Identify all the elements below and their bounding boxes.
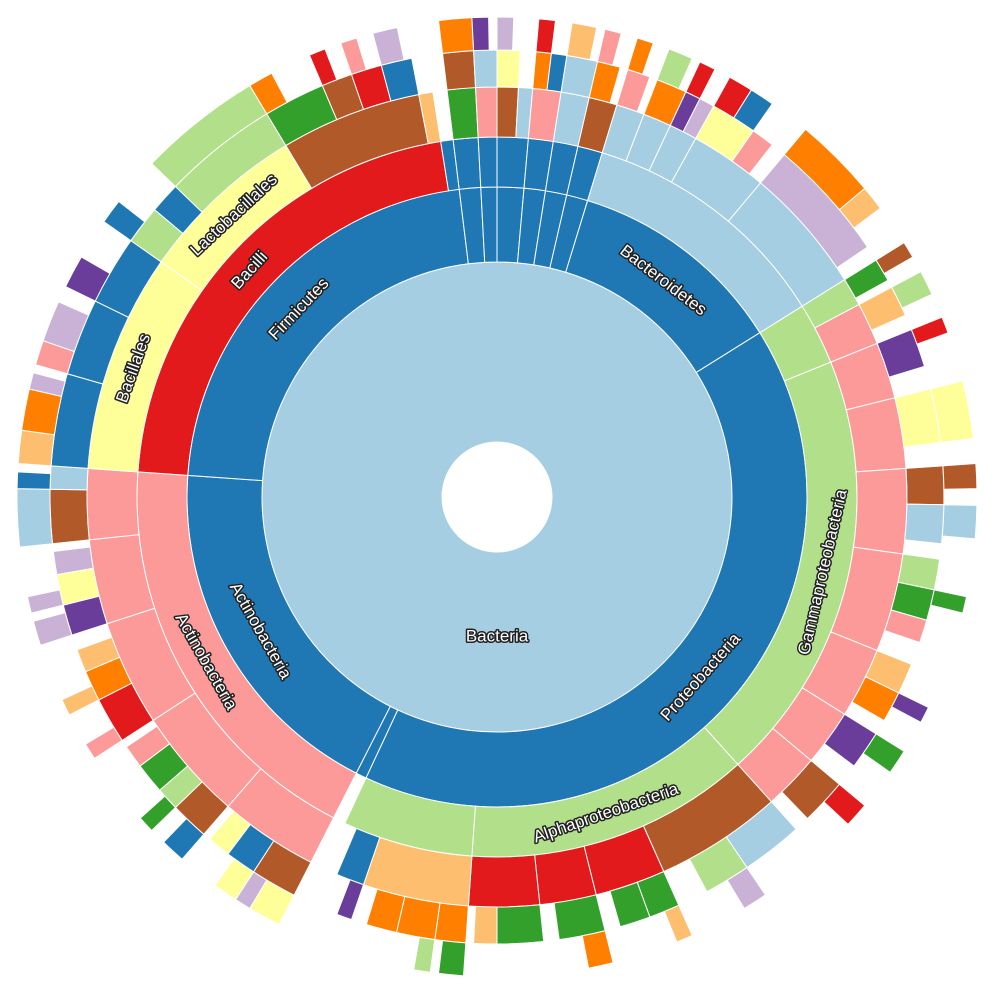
segment bbox=[496, 49, 521, 89]
segment bbox=[21, 388, 63, 436]
segment bbox=[340, 37, 367, 75]
segment bbox=[496, 86, 519, 139]
segment bbox=[904, 503, 945, 545]
segment bbox=[884, 609, 928, 644]
segment bbox=[656, 48, 693, 90]
segment bbox=[441, 50, 477, 91]
segment bbox=[862, 733, 905, 774]
segment bbox=[76, 636, 121, 673]
segment bbox=[596, 28, 622, 66]
segment bbox=[434, 902, 469, 944]
segment bbox=[535, 18, 557, 54]
segment bbox=[86, 467, 140, 541]
segment bbox=[663, 904, 693, 943]
segment bbox=[49, 465, 89, 491]
segment bbox=[17, 429, 55, 467]
segment bbox=[208, 810, 251, 855]
segment bbox=[437, 940, 467, 977]
segment bbox=[496, 904, 545, 945]
segment bbox=[437, 17, 475, 54]
segment bbox=[875, 241, 914, 275]
segment bbox=[496, 16, 515, 51]
segment bbox=[581, 930, 614, 969]
segment bbox=[731, 130, 773, 175]
segment bbox=[413, 936, 436, 973]
segment bbox=[838, 187, 882, 229]
segment bbox=[214, 857, 255, 901]
segment bbox=[16, 488, 53, 548]
segment bbox=[162, 817, 205, 860]
segment bbox=[308, 48, 338, 87]
segment bbox=[355, 705, 399, 779]
segment bbox=[627, 37, 654, 75]
segment bbox=[942, 462, 978, 490]
segment bbox=[32, 612, 73, 646]
segment bbox=[471, 16, 490, 52]
segment bbox=[336, 879, 365, 921]
segment bbox=[905, 465, 945, 506]
segment bbox=[891, 270, 933, 309]
segment bbox=[930, 589, 968, 614]
segment bbox=[941, 504, 978, 540]
segment bbox=[685, 61, 716, 100]
segment bbox=[64, 256, 111, 302]
segment bbox=[103, 200, 146, 242]
segment bbox=[42, 301, 90, 353]
segment bbox=[28, 372, 66, 398]
segment bbox=[496, 136, 529, 189]
segment bbox=[49, 488, 90, 545]
arcs bbox=[16, 16, 978, 977]
segment bbox=[446, 87, 479, 141]
segment bbox=[910, 316, 949, 345]
segment bbox=[473, 49, 498, 89]
segment bbox=[61, 685, 100, 716]
segment bbox=[125, 725, 171, 767]
segment bbox=[52, 546, 94, 576]
segment bbox=[26, 589, 64, 614]
segment bbox=[372, 26, 405, 66]
segment bbox=[852, 467, 908, 555]
segment bbox=[365, 888, 406, 934]
segment bbox=[249, 72, 288, 115]
segment bbox=[473, 905, 498, 945]
segment bbox=[616, 68, 651, 113]
segment bbox=[84, 726, 123, 760]
segment bbox=[477, 136, 498, 188]
segment bbox=[609, 881, 651, 928]
segment bbox=[475, 86, 498, 139]
segment bbox=[16, 471, 52, 490]
segment bbox=[823, 783, 866, 826]
segment bbox=[891, 692, 930, 724]
segment-label: Bacteria bbox=[466, 626, 529, 645]
segment bbox=[139, 795, 177, 832]
segment bbox=[566, 22, 598, 61]
segment bbox=[261, 261, 733, 733]
segment bbox=[726, 866, 767, 910]
segment bbox=[467, 854, 541, 908]
segment bbox=[930, 380, 974, 444]
